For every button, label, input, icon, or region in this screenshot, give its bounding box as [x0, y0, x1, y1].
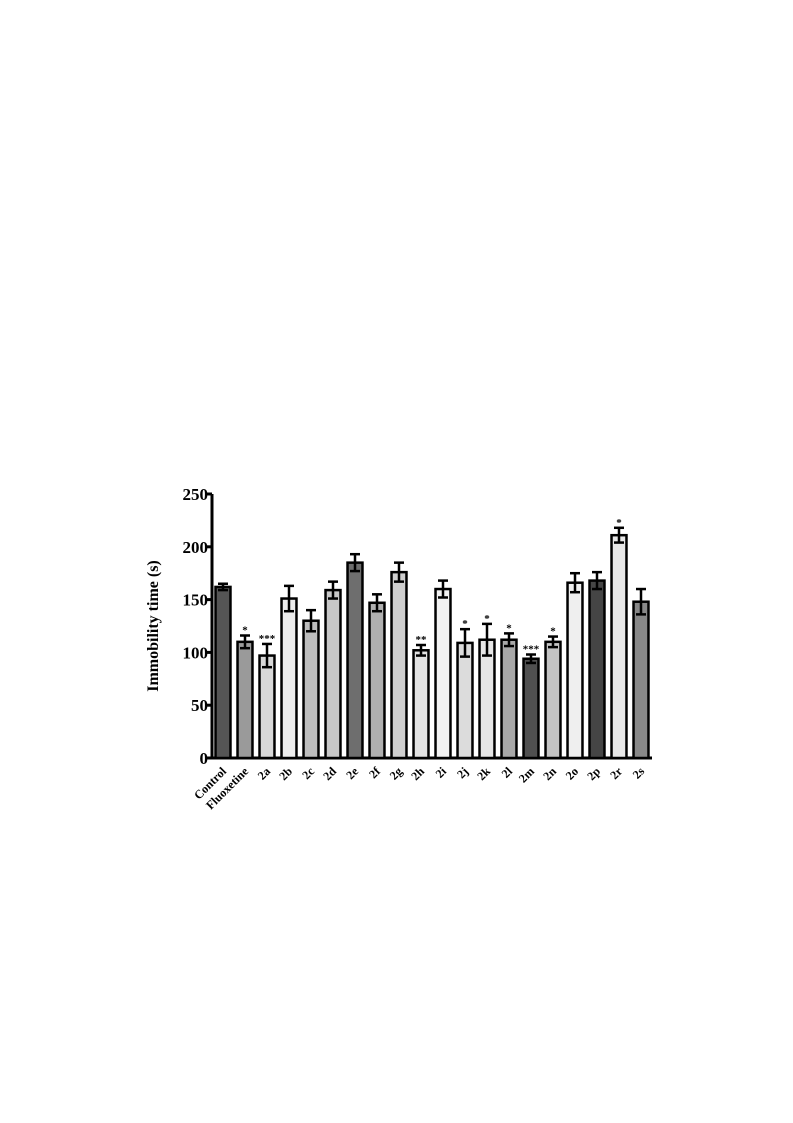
x-tick-label: 2i	[433, 764, 450, 781]
bar	[258, 654, 276, 760]
x-tick-label: 2b	[276, 764, 295, 783]
y-axis-label: Immobility time (s)	[145, 560, 162, 692]
y-tick-label: 200	[183, 538, 209, 557]
bar	[522, 657, 540, 760]
significance-label: *	[462, 618, 468, 630]
x-tick-label: 2l	[499, 764, 516, 781]
significance-label: *	[616, 517, 622, 529]
y-tick-label: 50	[191, 696, 208, 715]
significance-label: *	[550, 626, 556, 638]
x-tick-label: 2r	[607, 764, 625, 782]
bar	[456, 641, 474, 760]
significance-label: *	[242, 625, 248, 637]
x-tick-label: 2j	[454, 764, 471, 781]
significance-label: *	[506, 622, 512, 634]
bar	[302, 619, 320, 760]
x-tick-label: 2o	[563, 764, 581, 782]
x-tick-label: 2e	[343, 764, 361, 782]
significance-label: **	[416, 634, 428, 646]
y-tick-label: 0	[200, 749, 209, 768]
bar	[478, 638, 496, 760]
x-tick-label: 2p	[584, 764, 603, 783]
significance-label: *	[484, 613, 490, 625]
bar	[236, 640, 254, 760]
y-tick-label: 100	[183, 643, 209, 662]
bar	[610, 533, 628, 760]
bar	[280, 597, 298, 760]
y-tick-label: 150	[183, 591, 209, 610]
bar	[324, 588, 342, 760]
x-tick-label: 2h	[408, 764, 427, 783]
x-tick-label: 2d	[320, 764, 339, 783]
x-tick-label: 2k	[474, 764, 493, 783]
bar	[412, 649, 430, 760]
bar	[346, 561, 364, 760]
x-tick-label: 2s	[630, 764, 648, 782]
bar	[434, 587, 452, 760]
significance-label: ***	[523, 644, 540, 656]
x-tick-label: 2f	[366, 764, 384, 782]
bar	[368, 601, 386, 760]
bar	[632, 600, 650, 760]
significance-label: ***	[259, 633, 276, 645]
bar	[566, 581, 584, 760]
x-tick-label: 2a	[255, 764, 273, 782]
bar	[588, 579, 606, 760]
bar	[390, 570, 408, 760]
bar	[214, 585, 232, 760]
x-tick-label: 2n	[540, 764, 559, 783]
x-tick-label: 2m	[516, 764, 537, 785]
bar	[544, 640, 562, 760]
x-tick-label: 2g	[387, 764, 405, 782]
bar	[500, 638, 518, 760]
y-tick-label: 250	[183, 485, 209, 504]
x-tick-label: 2c	[299, 764, 317, 782]
